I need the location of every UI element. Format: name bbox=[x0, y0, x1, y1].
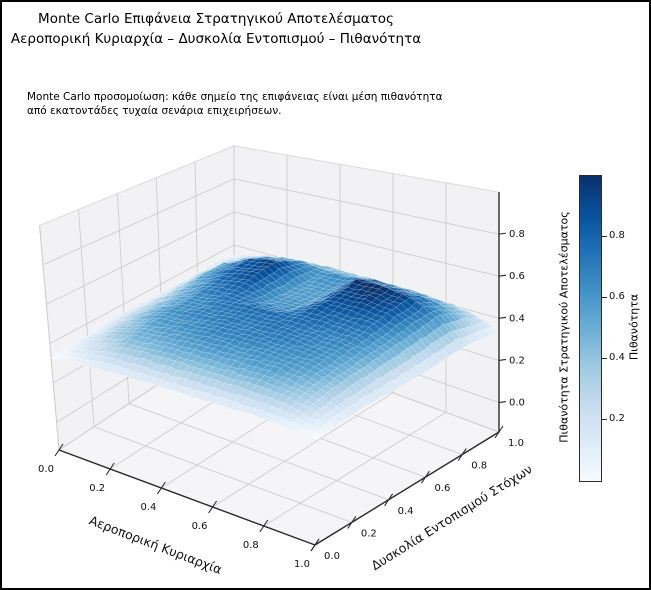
svg-text:0.6: 0.6 bbox=[434, 483, 450, 494]
svg-text:1.0: 1.0 bbox=[508, 438, 524, 449]
colorbar-tick-label: 0.6 bbox=[609, 291, 625, 302]
colorbar-tick-label: 0.4 bbox=[609, 352, 625, 363]
colorbar-tick-label: 0.8 bbox=[609, 230, 625, 241]
title-line-2: Αεροπορική Κυριαρχία – Δυσκολία Εντοπισμ… bbox=[10, 31, 422, 47]
colorbar-tick bbox=[601, 235, 607, 237]
subtitle-line-1: Monte Carlo προσομοίωση: κάθε σημείο της… bbox=[27, 91, 443, 103]
title-line-1: Monte Carlo Επιφάνεια Στρατηγικού Αποτελ… bbox=[38, 11, 394, 27]
colorbar bbox=[579, 175, 602, 482]
svg-text:0.6: 0.6 bbox=[509, 271, 525, 282]
page-title: Monte Carlo Επιφάνεια Στρατηγικού Αποτελ… bbox=[2, 9, 430, 49]
svg-text:0.2: 0.2 bbox=[89, 483, 105, 494]
svg-text:0.4: 0.4 bbox=[509, 313, 525, 324]
subtitle-line-2: από εκατοντάδες τυχαία σενάρια επιχειρήσ… bbox=[27, 105, 282, 117]
svg-text:1.0: 1.0 bbox=[294, 559, 310, 570]
colorbar-tick bbox=[601, 296, 607, 298]
svg-text:0.4: 0.4 bbox=[140, 502, 156, 513]
tick-labels-group: 0.0 0.2 0.4 0.6 0.8 1.0 0.0 0.2 0.4 0.6 0.8 1.0 0.0 0… bbox=[38, 229, 525, 570]
svg-text:0.8: 0.8 bbox=[243, 540, 259, 551]
colorbar-tick-label: 0.2 bbox=[609, 413, 625, 424]
svg-text:0.2: 0.2 bbox=[509, 355, 525, 366]
subtitle: Monte Carlo προσομοίωση: κάθε σημείο της… bbox=[27, 90, 443, 118]
colorbar-label-right: Πιθανότητα bbox=[627, 293, 641, 361]
colorbar-tick bbox=[601, 357, 607, 359]
svg-text:0.0: 0.0 bbox=[38, 464, 54, 475]
svg-text:0.6: 0.6 bbox=[192, 521, 208, 532]
surface-group bbox=[50, 254, 500, 441]
colorbar-label-left: Πιθανότητα Στρατηγικού Αποτελέσματος bbox=[557, 211, 571, 443]
colorbar-tick bbox=[601, 418, 607, 420]
svg-text:0.0: 0.0 bbox=[509, 398, 525, 409]
svg-text:0.2: 0.2 bbox=[361, 528, 377, 539]
svg-text:0.8: 0.8 bbox=[509, 229, 525, 240]
svg-text:0.4: 0.4 bbox=[398, 506, 414, 517]
svg-text:0.0: 0.0 bbox=[324, 551, 340, 562]
svg-text:0.8: 0.8 bbox=[471, 461, 487, 472]
axis-group bbox=[54, 192, 507, 552]
